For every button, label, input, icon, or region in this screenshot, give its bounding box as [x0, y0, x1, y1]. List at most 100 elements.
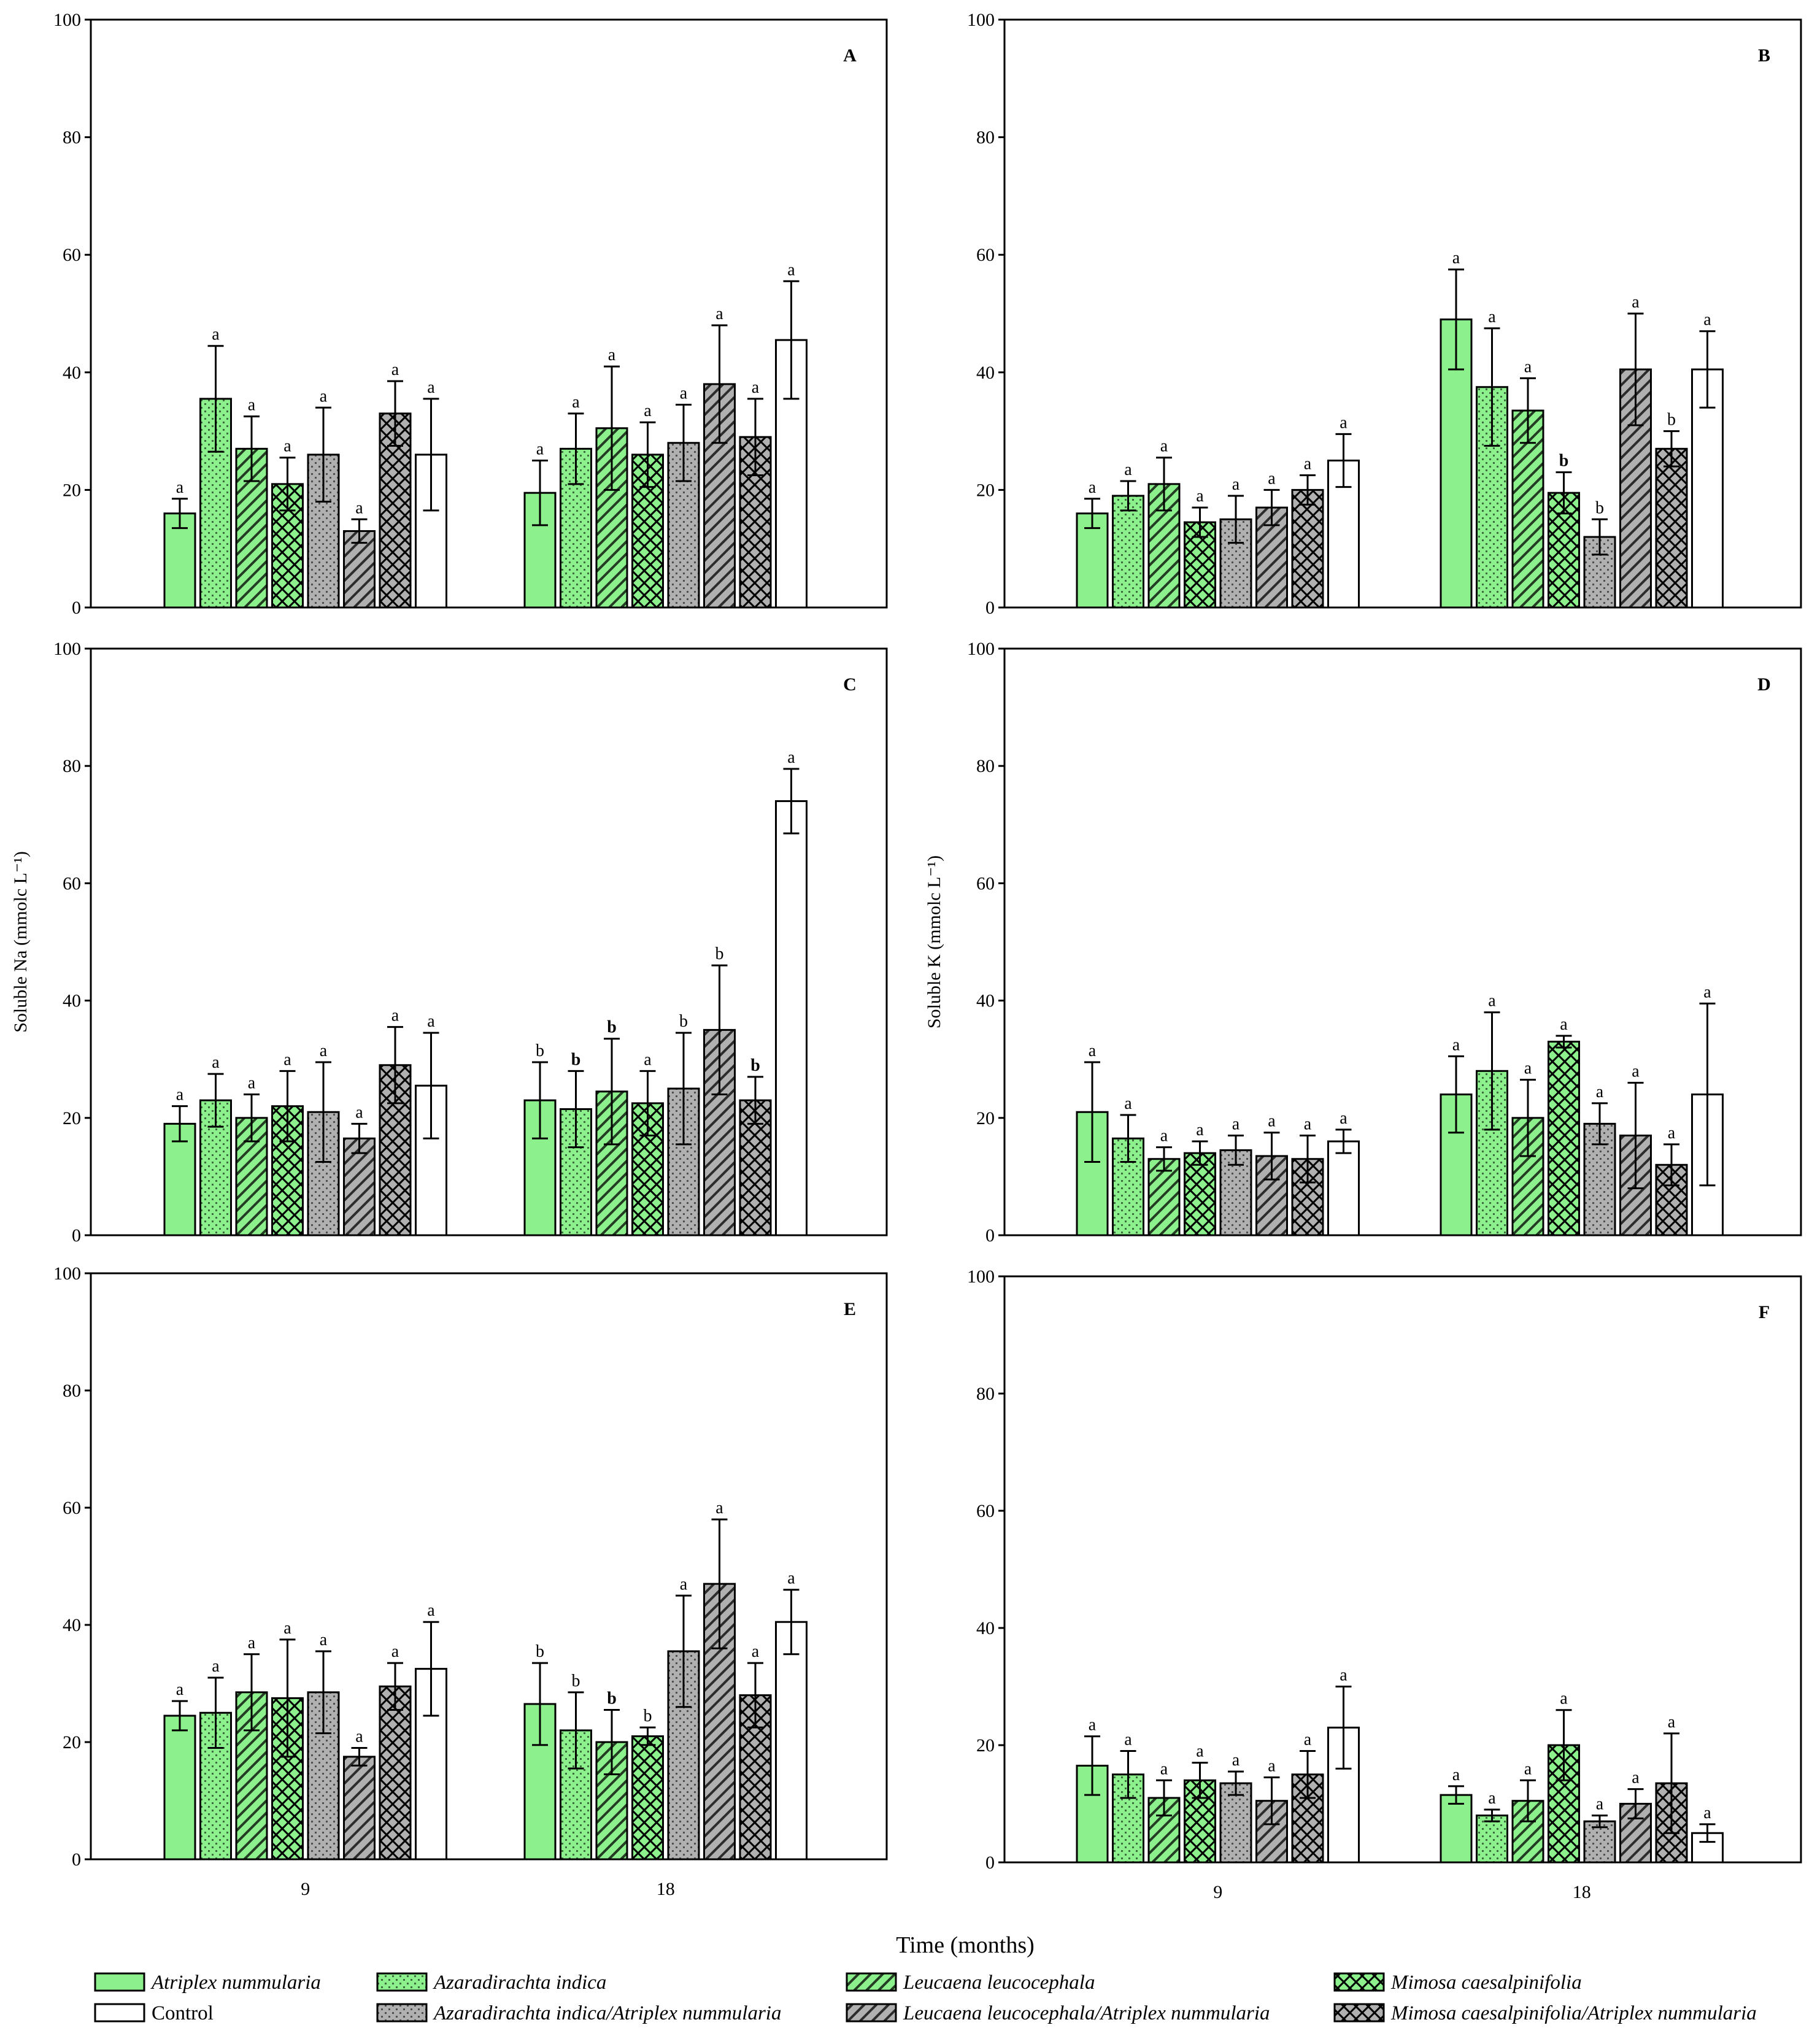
significance-letter: a — [1160, 1759, 1168, 1778]
significance-letter: b — [679, 1012, 688, 1031]
y-tick-label: 20 — [63, 1732, 81, 1753]
bar-pattern — [1476, 1815, 1508, 1862]
significance-letter: a — [680, 384, 688, 403]
significance-letter: a — [1340, 1666, 1347, 1685]
legend-swatch-pattern — [377, 1973, 426, 1991]
significance-letter: b — [1559, 452, 1569, 471]
legend-swatch-pattern — [847, 2004, 896, 2021]
y-tick-label: 60 — [976, 1501, 995, 1521]
significance-letter: b — [1595, 498, 1604, 517]
bar — [1076, 1111, 1109, 1236]
significance-letter: a — [1524, 357, 1532, 376]
significance-letter: a — [1232, 475, 1240, 494]
significance-letter: a — [1304, 454, 1312, 473]
bar-group-9: a a a a a a a a — [1076, 413, 1360, 609]
bar-group-9: a a a a a a a a — [1076, 1666, 1360, 1864]
significance-letter: a — [1232, 1751, 1240, 1770]
bar-pattern — [380, 1686, 411, 1859]
significance-letter: a — [715, 304, 723, 323]
significance-letter: a — [715, 1498, 723, 1518]
significance-letter: a — [1596, 1795, 1604, 1814]
significance-letter: a — [1703, 310, 1711, 330]
y-tick-label: 60 — [63, 1498, 81, 1518]
significance-letter: a — [248, 1074, 256, 1093]
significance-letter: a — [176, 478, 184, 497]
significance-letter: a — [1089, 478, 1097, 497]
legend-swatch — [94, 2003, 145, 2023]
significance-letter: a — [1304, 1114, 1312, 1133]
bar — [775, 800, 808, 1236]
significance-letter: a — [1668, 1713, 1676, 1732]
panel-b: 0 20 40 60 80 100 Ba a a a a a a a a a a b b a b a — [967, 10, 1802, 618]
significance-letter: a — [1452, 1035, 1460, 1054]
significance-letter: b — [750, 1056, 760, 1075]
significance-letter: a — [1340, 1109, 1347, 1128]
y-tick-label: 0 — [72, 598, 81, 618]
legend-item: Mimosa caesalpinifolia/Atriplex nummular… — [1333, 2002, 1757, 2024]
x-tick-label: 9 — [301, 1879, 310, 1899]
significance-letter: a — [283, 437, 291, 456]
significance-letter: a — [1560, 1015, 1568, 1034]
bar-pattern — [1292, 490, 1323, 607]
legend-label: Azaradirachta indica/Atriplex nummularia — [433, 2002, 781, 2024]
panels: 0 20 40 60 80 100 Aa a a a a a a a a a a a a a a a 0 20 40 60 80 10… — [10, 10, 1802, 1902]
y-tick-label: 100 — [967, 1267, 995, 1287]
legend-label: Leucaena leucocephala — [903, 1972, 1095, 1994]
significance-letter: a — [752, 1642, 760, 1661]
plot-frame — [90, 18, 888, 609]
y-tick-label: 60 — [63, 873, 81, 893]
bar-pattern — [632, 1736, 663, 1859]
legend-item: Leucaena leucocephala/Atriplex nummulari… — [846, 2002, 1270, 2024]
significance-letter: a — [1196, 1742, 1204, 1761]
bar-group-9: a a a a a a a a — [163, 1601, 447, 1861]
y-tick-label: 40 — [63, 363, 81, 383]
significance-letter: a — [1488, 1789, 1496, 1808]
panel-f: 0 20 40 60 80 100 Fa a a a a a a a a a a a a a a a 9 18 — [967, 1267, 1802, 1902]
significance-letter: a — [1268, 1757, 1276, 1776]
significance-letter: a — [212, 325, 220, 344]
y-tick-label: 60 — [63, 245, 81, 265]
legend-item: Atriplex nummularia — [94, 1972, 321, 1994]
plot-frame — [1003, 1275, 1802, 1864]
plot-frame — [90, 1272, 888, 1861]
y-tick-label: 40 — [976, 1618, 995, 1638]
y-tick-label: 80 — [63, 1381, 81, 1401]
significance-letter: a — [644, 1050, 652, 1069]
y-axis-title: Soluble Na (mmolc L⁻¹) — [10, 851, 31, 1033]
bar-pattern — [1184, 1153, 1216, 1235]
significance-letter: a — [248, 1633, 256, 1653]
bar-pattern — [344, 531, 375, 607]
significance-letter: a — [1089, 1716, 1097, 1735]
significance-letter: a — [1524, 1759, 1532, 1778]
legend-label: Mimosa caesalpinifolia — [1390, 1972, 1582, 1994]
legend-label: Control — [152, 2002, 214, 2024]
significance-letter: b — [571, 1050, 581, 1069]
x-tick-label: 18 — [1573, 1882, 1591, 1902]
panel-a: 0 20 40 60 80 100 Aa a a a a a a a a a a a a a a a — [53, 10, 888, 618]
significance-letter: a — [391, 1642, 399, 1661]
y-tick-label: 100 — [967, 10, 995, 30]
bar — [163, 1714, 196, 1861]
y-tick-label: 80 — [63, 128, 81, 148]
y-tick-label: 40 — [976, 363, 995, 383]
y-tick-label: 80 — [63, 756, 81, 776]
plot-frame — [1003, 18, 1802, 609]
bar-group-18: a a a b b a b a — [1440, 249, 1724, 609]
significance-letter: a — [1524, 1059, 1532, 1078]
x-axis-title: Time (months) — [896, 1932, 1035, 1958]
significance-letter: a — [1196, 487, 1204, 506]
y-tick-label: 80 — [976, 128, 995, 148]
significance-letter: b — [644, 1707, 652, 1726]
significance-letter: b — [572, 1672, 580, 1691]
x-tick-label: 9 — [1213, 1882, 1222, 1902]
significance-letter: a — [680, 1575, 688, 1594]
significance-letter: a — [1560, 1689, 1568, 1708]
significance-letter: a — [1632, 293, 1640, 312]
y-tick-label: 100 — [53, 1263, 81, 1284]
legend-swatch-pattern — [1335, 2004, 1384, 2021]
panel-label: E — [844, 1299, 856, 1319]
significance-letter: a — [1304, 1730, 1312, 1749]
significance-letter: a — [1124, 460, 1132, 479]
